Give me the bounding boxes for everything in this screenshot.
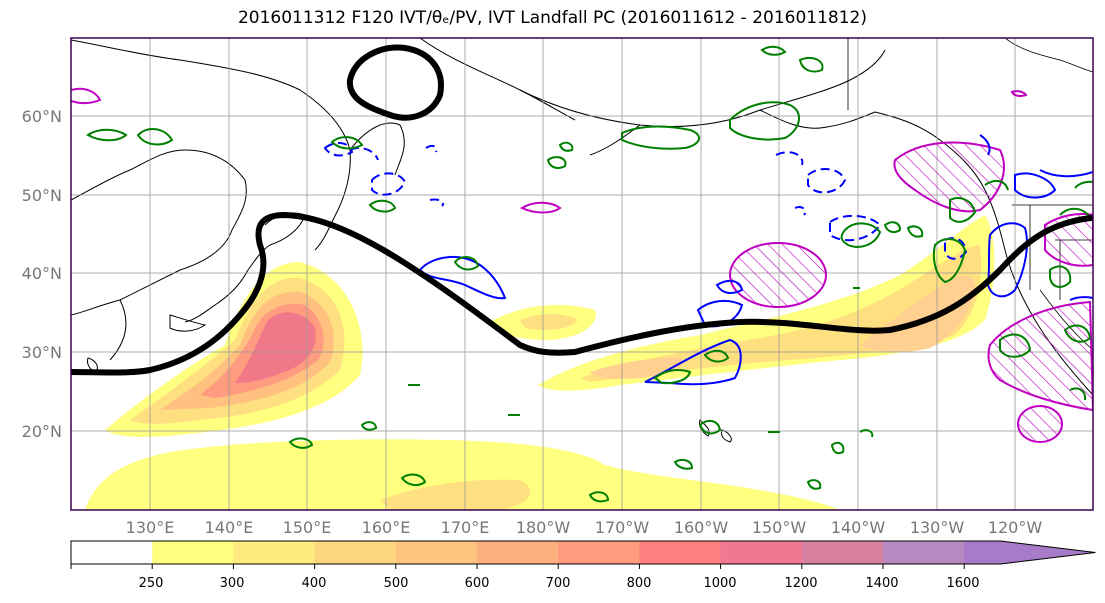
lon-label-150w: 150°W <box>752 518 807 537</box>
colorbar-label-800: 800 <box>627 576 652 591</box>
lon-label-170e: 170°E <box>441 518 490 537</box>
colorbar-label-700: 700 <box>546 576 571 591</box>
lon-label-130w: 130°W <box>910 518 965 537</box>
colorbar-segment-11 <box>964 541 1096 564</box>
colorbar-tick-labels: 250 300 400 500 600 700 800 1000 1200 14… <box>139 576 980 591</box>
colorbar-label-500: 500 <box>384 576 409 591</box>
colorbar-segment-5 <box>477 541 559 564</box>
theta-e-contours <box>323 134 1093 386</box>
colorbar-segment-4 <box>395 541 478 564</box>
colorbar-label-1400: 1400 <box>865 576 898 591</box>
lon-label-120w: 120°W <box>988 518 1043 537</box>
colorbar-ticks <box>70 564 965 569</box>
ivt-contour <box>71 44 1093 376</box>
colorbar-label-1600: 1600 <box>946 576 979 591</box>
map-plot-area <box>71 38 1093 510</box>
colorbar: 250 300 400 500 600 700 800 1000 1200 14… <box>70 540 1096 591</box>
lat-label-30n: 30°N <box>22 343 62 362</box>
colorbar-segment-7 <box>639 541 722 564</box>
colorbar-label-300: 300 <box>220 576 245 591</box>
map-title: 2016011312 F120 IVT/θₑ/PV, IVT Landfall … <box>237 8 868 28</box>
lat-label-50n: 50°N <box>22 186 62 205</box>
colorbar-segment-10 <box>883 541 965 564</box>
colorbar-segment-3 <box>314 541 397 564</box>
lon-label-150e: 150°E <box>283 518 332 537</box>
lon-label-140e: 140°E <box>205 518 254 537</box>
colorbar-label-1000: 1000 <box>703 576 736 591</box>
colorbar-outline <box>70 540 1096 565</box>
lat-label-40n: 40°N <box>22 264 62 283</box>
colorbar-label-250: 250 <box>139 576 164 591</box>
lon-label-160e: 160°E <box>362 518 411 537</box>
lat-label-20n: 20°N <box>22 422 62 441</box>
lon-label-130e: 130°E <box>126 518 175 537</box>
colorbar-segment-8 <box>720 541 803 564</box>
map-frame <box>70 37 1094 511</box>
colorbar-label-400: 400 <box>302 576 327 591</box>
colorbar-segment-2 <box>233 541 316 564</box>
latitude-labels: 60°N 50°N 40°N 30°N 20°N <box>22 107 62 441</box>
colorbar-segments <box>70 540 1096 565</box>
colorbar-label-1200: 1200 <box>784 576 817 591</box>
colorbar-segment-6 <box>558 541 640 564</box>
colorbar-label-600: 600 <box>465 576 490 591</box>
ivt-shading <box>85 215 995 510</box>
colorbar-segment-9 <box>801 541 884 564</box>
colorbar-segment-1 <box>152 541 234 564</box>
pv-contours <box>86 45 1093 503</box>
coastlines <box>71 38 1093 443</box>
lat-label-60n: 60°N <box>22 107 62 126</box>
political-borders <box>847 38 1093 351</box>
lon-label-180w: 180°W <box>516 518 571 537</box>
lon-label-140w: 140°W <box>831 518 886 537</box>
longitude-labels: 130°E 140°E 150°E 160°E 170°E 180°W 170°… <box>126 518 1043 537</box>
lon-label-160w: 160°W <box>674 518 729 537</box>
colorbar-segment-0 <box>71 541 153 564</box>
lon-label-170w: 170°W <box>595 518 650 537</box>
